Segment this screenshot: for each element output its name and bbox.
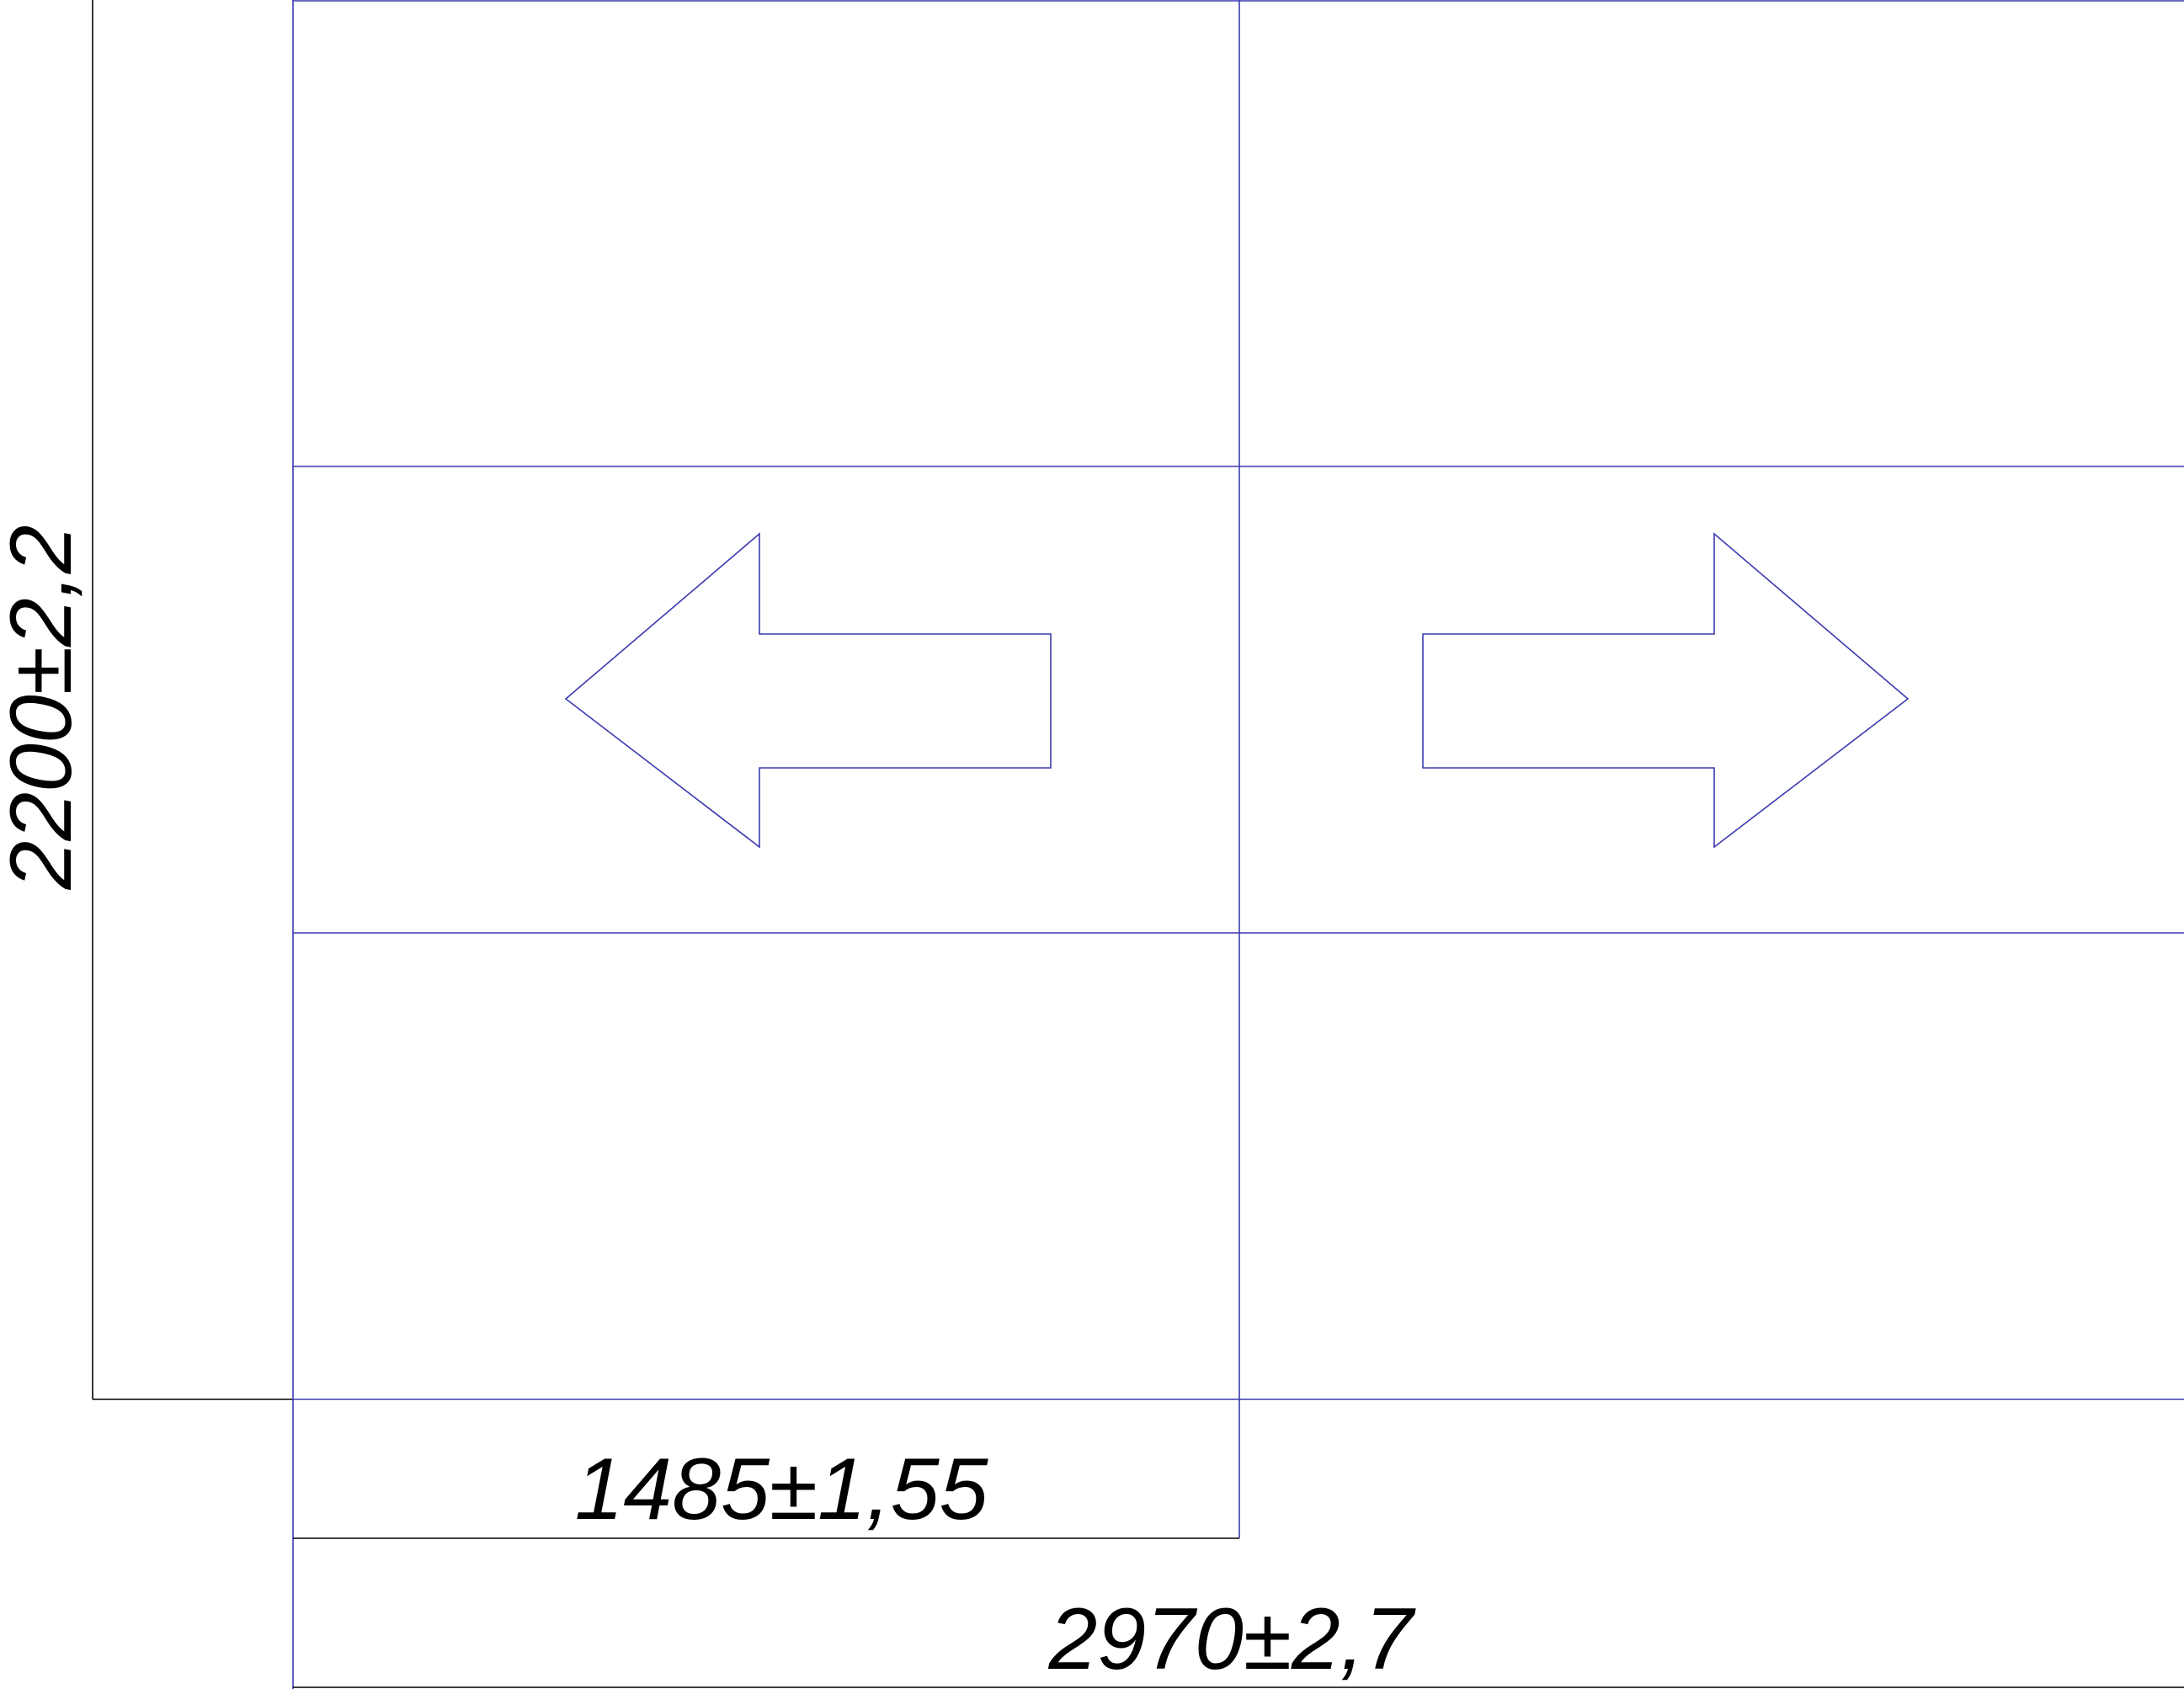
half-width-dim-label: 1485±1,55 xyxy=(575,1441,989,1538)
arrow-right-icon xyxy=(1422,532,1910,849)
arrow-left-icon xyxy=(564,532,1052,849)
height-dim-label: 2200±2,2 xyxy=(0,525,90,890)
panel-grid xyxy=(292,0,2184,1689)
full-width-dim-label: 2970±2,7 xyxy=(1047,1590,1416,1688)
